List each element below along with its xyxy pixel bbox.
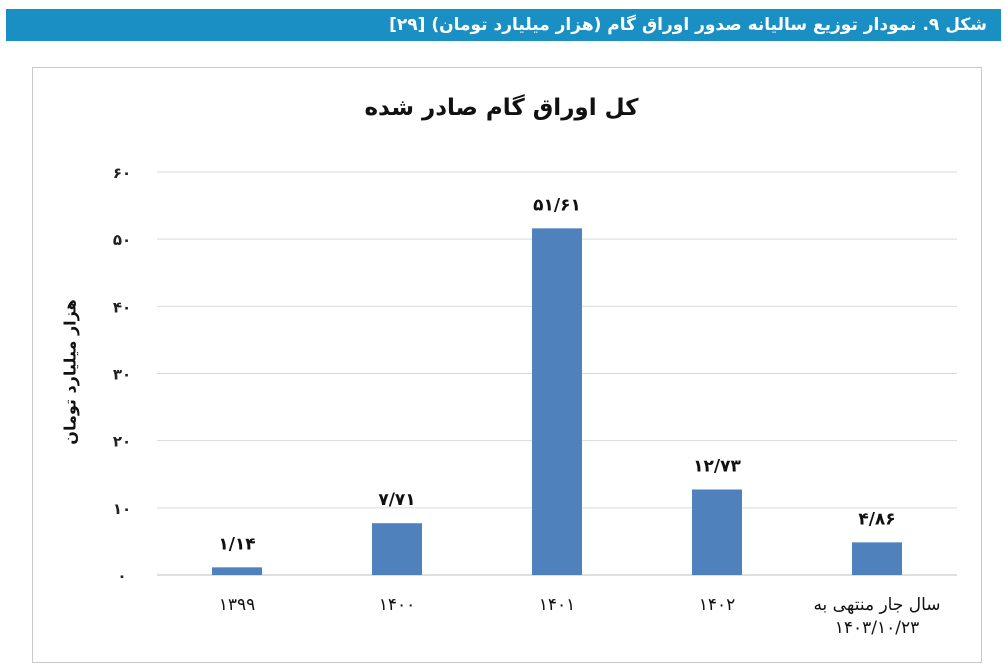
bar bbox=[532, 228, 582, 575]
x-tick-label: ۱۴۰۱ bbox=[539, 595, 576, 615]
chart-title: کل اوراق گام صادر شده bbox=[364, 95, 639, 121]
x-tick-label: ۱۴۰۳/۱۰/۲۳ bbox=[835, 618, 920, 638]
bar bbox=[852, 542, 902, 575]
figure-caption: شکل ۹. نمودار توزیع سالیانه صدور اوراق گ… bbox=[389, 15, 987, 35]
bar bbox=[212, 567, 262, 575]
y-tick-label: ۰ bbox=[117, 567, 126, 585]
y-tick-label: ۶۰ bbox=[113, 164, 131, 182]
data-label: ۱/۱۴ bbox=[218, 534, 255, 554]
data-label: ۱۲/۷۳ bbox=[693, 456, 741, 476]
y-tick-label: ۴۰ bbox=[113, 298, 131, 316]
y-tick-label: ۵۰ bbox=[113, 231, 131, 249]
x-tick-label: ۱۴۰۲ bbox=[699, 595, 736, 615]
y-tick-label: ۳۰ bbox=[113, 366, 131, 384]
bar bbox=[372, 523, 422, 575]
bar bbox=[692, 489, 742, 575]
figure-caption-bar: شکل ۹. نمودار توزیع سالیانه صدور اوراق گ… bbox=[6, 9, 1001, 41]
x-tick-label: سال جار منتهی به bbox=[813, 595, 940, 615]
chart-frame bbox=[32, 67, 982, 663]
y-tick-label: ۱۰ bbox=[113, 500, 131, 518]
data-label: ۵۱/۶۱ bbox=[533, 195, 581, 215]
y-tick-label: ۲۰ bbox=[113, 433, 131, 451]
data-label: ۴/۸۶ bbox=[858, 509, 895, 529]
x-tick-label: ۱۴۰۰ bbox=[379, 595, 416, 615]
x-tick-label: ۱۳۹۹ bbox=[219, 595, 256, 615]
data-label: ۷/۷۱ bbox=[378, 490, 415, 510]
